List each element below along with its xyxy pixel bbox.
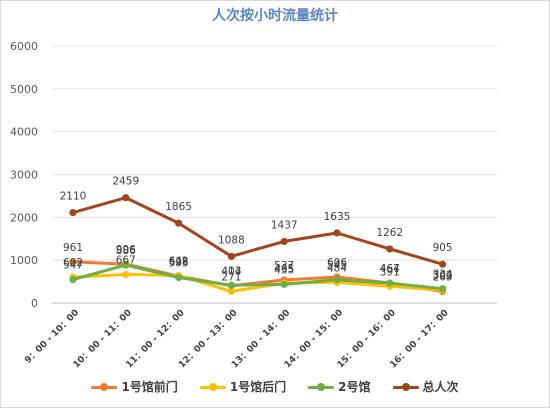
data-point: [439, 285, 447, 293]
series-line-4: [71, 196, 445, 266]
data-label: 334: [433, 269, 453, 281]
data-label: 547: [63, 260, 83, 272]
data-label: 1635: [324, 211, 351, 223]
data-label: 1262: [376, 227, 403, 239]
data-label: 467: [380, 263, 400, 275]
data-point: [175, 219, 183, 227]
data-label: 606: [327, 257, 347, 269]
data-label: 1865: [165, 201, 192, 213]
data-label: 961: [63, 242, 83, 254]
data-point: [280, 280, 288, 288]
data-label: 465: [274, 263, 294, 275]
x-tick-label: 10：00 - 11：00: [72, 308, 134, 370]
data-point: [122, 261, 130, 269]
data-point: [333, 229, 341, 237]
data-label: 403: [221, 266, 241, 278]
data-label: 628: [169, 256, 189, 268]
data-label: 2110: [60, 191, 87, 203]
y-tick-label: 6000: [10, 40, 38, 53]
series-line-2: [71, 272, 445, 293]
data-point: [69, 209, 77, 217]
series-line-3: [71, 263, 445, 291]
data-label: 269: [433, 271, 453, 283]
data-point: [227, 252, 235, 260]
legend-label: 总人次: [422, 380, 459, 394]
data-point: [386, 245, 394, 253]
data-label: 906: [116, 244, 136, 256]
data-label: 484: [327, 262, 347, 274]
data-point: [122, 270, 130, 279]
data-point: [280, 237, 288, 246]
x-tick-label: 12：00 - 13：00: [177, 308, 239, 370]
data-label: 302: [433, 270, 453, 282]
legend-item: 1号馆前门: [91, 378, 178, 395]
chart-legend: 1号馆前门 1号馆后门 2号馆 总人次: [0, 378, 550, 395]
data-label: 435: [274, 264, 294, 276]
legend-label: 1号馆后门: [229, 380, 287, 394]
chart-title: 人次按小时流量统计: [212, 8, 338, 24]
y-tick-label: 1000: [10, 254, 38, 267]
y-tick-label: 3000: [10, 169, 38, 182]
x-tick-label: 14：00 - 15：00: [283, 308, 345, 370]
data-label: 667: [116, 254, 136, 266]
legend-swatch: [199, 381, 226, 393]
data-label: 391: [380, 266, 400, 278]
data-label: 602: [63, 257, 83, 269]
data-point: [439, 260, 447, 268]
data-label: 2459: [112, 176, 139, 188]
data-point: [69, 258, 77, 266]
data-label: 414: [221, 265, 241, 277]
data-label: 271: [221, 271, 241, 283]
data-label: 545: [327, 260, 347, 272]
data-label: 886: [116, 245, 136, 257]
y-tick-label: 0: [31, 297, 38, 310]
x-tick-label: 11：00 - 12：00: [124, 308, 186, 370]
x-tick-label: 15：00 - 16：00: [336, 308, 398, 370]
legend-swatch: [308, 381, 335, 393]
data-point: [333, 276, 341, 284]
x-tick-label: 13：00 - 14：00: [230, 308, 292, 370]
data-label: 905: [433, 242, 453, 254]
y-tick-label: 5000: [10, 83, 38, 96]
data-point: [386, 279, 394, 287]
data-point: [227, 287, 235, 295]
legend-swatch: [392, 381, 419, 393]
data-label: 537: [274, 260, 294, 272]
data-label: 1437: [271, 219, 298, 231]
legend-label: 1号馆前门: [121, 380, 178, 394]
data-label: 642: [169, 256, 189, 268]
data-label: 595: [169, 258, 189, 270]
x-tick-label: 16：00 - 17：00: [388, 308, 450, 370]
data-label: 464: [380, 263, 400, 275]
data-point: [122, 194, 130, 202]
legend-swatch: [91, 381, 118, 393]
data-point: [175, 273, 183, 282]
x-tick-label: 9：00 - 10：00: [23, 308, 81, 366]
legend-label: 2号馆: [338, 380, 371, 394]
legend-item: 1号馆后门: [199, 378, 287, 395]
data-point: [227, 281, 235, 289]
legend-item: 总人次: [392, 378, 459, 395]
legend-item: 2号馆: [308, 378, 371, 395]
data-label: 1088: [218, 234, 245, 246]
y-tick-label: 2000: [10, 211, 38, 224]
y-tick-label: 4000: [10, 126, 38, 139]
data-point: [69, 275, 77, 284]
